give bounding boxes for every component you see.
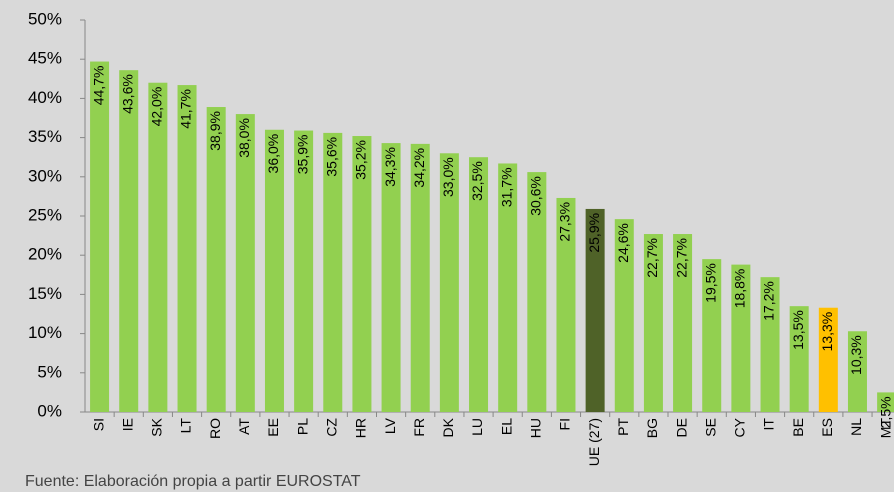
- bar: [264, 129, 284, 412]
- bar: [760, 277, 780, 412]
- bar: [847, 331, 867, 412]
- x-tick-label: NL: [848, 418, 864, 436]
- y-tick-label: 50%: [28, 9, 62, 28]
- x-tick-label: ES: [819, 418, 835, 437]
- value-label: 30,6%: [528, 176, 544, 216]
- x-tick-label: EL: [498, 418, 514, 435]
- x-tick-label: AT: [236, 418, 252, 435]
- value-label: 22,7%: [673, 238, 689, 278]
- y-tick-label: 20%: [28, 245, 62, 264]
- y-tick-label: 25%: [28, 205, 62, 224]
- x-tick-label: HU: [528, 418, 544, 438]
- y-tick-label: 10%: [28, 323, 62, 342]
- x-tick-label: RO: [207, 418, 223, 439]
- x-tick-label: PT: [615, 418, 631, 436]
- bar: [702, 259, 722, 412]
- y-tick-label: 35%: [28, 127, 62, 146]
- x-tick-label: SI: [90, 418, 106, 431]
- bar: [148, 82, 168, 412]
- y-tick-label: 0%: [37, 401, 62, 420]
- bar: [177, 85, 197, 413]
- x-tick-label: CY: [732, 417, 748, 437]
- bar: [381, 143, 401, 412]
- value-label: 43,6%: [119, 74, 135, 114]
- value-label: 35,9%: [294, 135, 310, 175]
- x-tick-label: FR: [411, 418, 427, 437]
- bar: [643, 234, 663, 412]
- x-tick-label: BG: [644, 418, 660, 438]
- x-tick-label: DK: [440, 417, 456, 437]
- value-label: 27,3%: [557, 202, 573, 242]
- x-tick-label: UE (27): [586, 418, 602, 466]
- value-label: 32,5%: [469, 161, 485, 201]
- bar: [90, 61, 110, 412]
- x-tick-label: IE: [119, 418, 135, 431]
- x-tick-label: CZ: [323, 418, 339, 437]
- value-label: 38,0%: [236, 118, 252, 158]
- value-label: 35,6%: [323, 137, 339, 177]
- x-tick-label: BE: [790, 418, 806, 437]
- value-label: 31,7%: [498, 167, 514, 207]
- value-label: 25,9%: [586, 213, 602, 253]
- x-tick-label: MT: [877, 418, 893, 439]
- x-tick-label: LV: [382, 417, 398, 434]
- value-label: 2,5%: [877, 396, 893, 428]
- bar: [469, 157, 489, 412]
- value-label: 35,2%: [353, 140, 369, 180]
- value-label: 22,7%: [644, 238, 660, 278]
- bar: [206, 107, 226, 413]
- y-tick-label: 15%: [28, 284, 62, 303]
- bar: [323, 132, 343, 412]
- source-note: Fuente: Elaboración propia a partir EURO…: [25, 473, 361, 490]
- x-tick-label: EE: [265, 418, 281, 437]
- y-tick-label: 5%: [37, 362, 62, 381]
- value-label: 41,7%: [178, 89, 194, 129]
- x-tick-label: SK: [149, 417, 165, 436]
- x-tick-label: LT: [178, 418, 194, 434]
- bar: [235, 114, 255, 412]
- y-tick-label: 45%: [28, 49, 62, 68]
- bar: [731, 264, 751, 412]
- value-label: 34,3%: [382, 147, 398, 187]
- value-label: 24,6%: [615, 223, 631, 263]
- bar: [614, 219, 634, 412]
- bar: [585, 208, 605, 412]
- bar: [673, 234, 693, 412]
- bar: [352, 136, 372, 413]
- x-tick-label: HR: [353, 418, 369, 438]
- value-label: 44,7%: [90, 66, 106, 106]
- value-label: 19,5%: [702, 263, 718, 303]
- bar: [294, 130, 314, 412]
- bar: [498, 163, 518, 412]
- bar: [439, 153, 459, 412]
- value-label: 13,3%: [819, 312, 835, 352]
- bar: [527, 172, 547, 412]
- bar: [818, 307, 838, 412]
- bar: [410, 143, 430, 412]
- value-label: 10,3%: [848, 335, 864, 375]
- x-tick-label: DE: [673, 418, 689, 437]
- x-tick-label: SE: [702, 418, 718, 437]
- value-label: 38,9%: [207, 111, 223, 151]
- value-label: 33,0%: [440, 157, 456, 197]
- y-tick-label: 40%: [28, 88, 62, 107]
- value-label: 18,8%: [732, 269, 748, 309]
- value-label: 17,2%: [761, 281, 777, 321]
- x-tick-label: LU: [469, 418, 485, 436]
- y-tick-label: 30%: [28, 166, 62, 185]
- value-label: 36,0%: [265, 134, 281, 174]
- bar: [789, 306, 809, 412]
- x-tick-label: PL: [294, 418, 310, 435]
- bar: [119, 70, 139, 413]
- x-tick-label: IT: [761, 418, 777, 431]
- value-label: 42,0%: [149, 87, 165, 127]
- value-label: 34,2%: [411, 148, 427, 188]
- bar: [556, 197, 576, 412]
- x-tick-label: FI: [557, 418, 573, 430]
- bar: [877, 392, 894, 412]
- value-label: 13,5%: [790, 310, 806, 350]
